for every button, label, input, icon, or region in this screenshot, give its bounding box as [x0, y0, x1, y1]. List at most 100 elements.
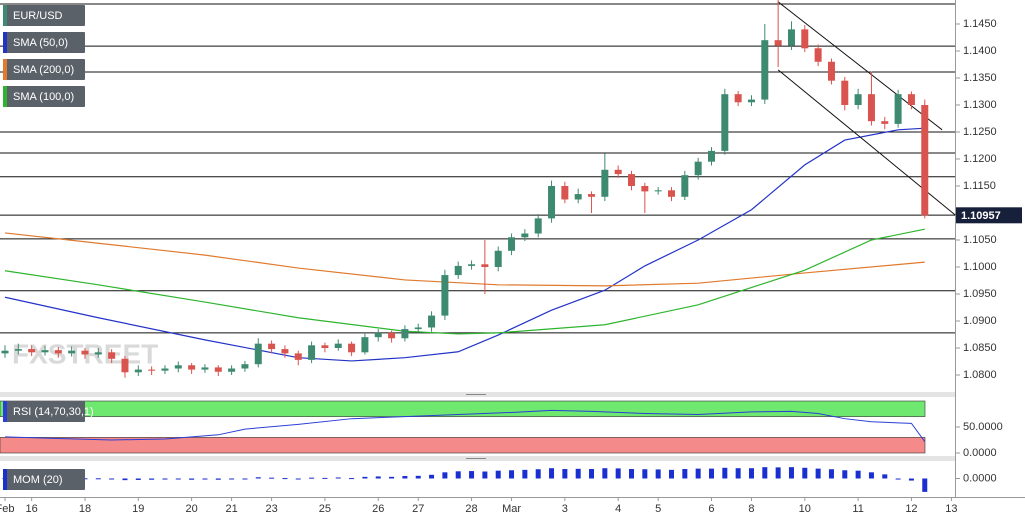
x-tick-label: Mar [502, 503, 521, 515]
candle-body [81, 350, 89, 355]
y-tick-label: 1.0800 [963, 369, 997, 381]
x-tick-label: 13 [945, 503, 957, 515]
rsi-band [0, 400, 926, 417]
mom-bar [269, 477, 275, 479]
candle-body [281, 349, 289, 354]
legend-label: SMA (200,0) [13, 64, 74, 76]
mom-bar [828, 469, 834, 479]
candle-body [148, 369, 156, 371]
candle-body [308, 345, 316, 360]
candle-body [401, 329, 409, 339]
mom-bar [522, 469, 528, 479]
legend-swatch [3, 32, 7, 53]
candle-body [641, 185, 649, 192]
legend-label: SMA (100,0) [13, 91, 74, 103]
candle-body [548, 185, 556, 219]
legend-label: MOM (20) [13, 474, 63, 486]
candle-body [254, 343, 262, 365]
mom-bar [322, 477, 328, 479]
legend-swatch [3, 86, 7, 107]
mom-bar [589, 469, 595, 479]
x-tick-label: 28 [465, 503, 477, 515]
candle-body [574, 194, 582, 200]
x-tick-label: 3 [562, 503, 568, 515]
rsi-band [0, 437, 926, 454]
legend-label: EUR/USD [13, 10, 63, 22]
mom-bar [509, 470, 515, 479]
price-label: 1.10957 [961, 210, 1001, 222]
candle-body [534, 218, 542, 234]
candle-body [601, 169, 609, 197]
mom-bar [708, 468, 714, 479]
x-tick-label: 19 [132, 503, 144, 515]
mom-bar [549, 468, 555, 479]
candle-body [161, 368, 169, 371]
mom-bar [842, 470, 848, 479]
mom-bar [149, 478, 155, 480]
mom-bar [748, 468, 754, 479]
mom-bar [495, 470, 501, 479]
y-tick-label: 1.1300 [963, 99, 997, 111]
y-tick-label: 1.1050 [963, 234, 997, 246]
rsi-line [4, 409, 926, 442]
candle-body [827, 61, 835, 81]
mom-bar [162, 478, 168, 480]
mom-bar [642, 469, 648, 479]
mom-bar [669, 469, 674, 479]
y-tick-label: 0.0000 [963, 447, 997, 459]
candle-body [201, 367, 209, 370]
candle-body [774, 40, 782, 46]
candle-body [628, 174, 636, 186]
legend-entry: SMA (100,0) [3, 86, 85, 107]
mom-bar [282, 478, 288, 480]
candle-body [54, 350, 62, 354]
y-tick-label: 1.1150 [963, 180, 996, 192]
legend-swatch [3, 401, 7, 422]
legend-box [3, 401, 85, 422]
candle-body [294, 353, 302, 360]
legend-box [3, 5, 85, 26]
legend-entry: RSI (14,70,30,1) [3, 401, 94, 422]
x-tick-label: 4 [615, 503, 621, 515]
legend-entry: EUR/USD [3, 5, 85, 26]
sma-line [4, 127, 925, 362]
candle-body [94, 352, 102, 355]
x-tick-label: 11 [852, 503, 863, 515]
mom-bar [215, 478, 221, 480]
candle-body [614, 169, 622, 175]
legend-box [3, 32, 85, 53]
mom-bar [482, 471, 488, 479]
mom-bar [908, 478, 914, 481]
legend-box [3, 86, 85, 107]
trend-line [777, 1, 943, 131]
mom-bar [109, 478, 115, 480]
candle-body [121, 358, 129, 373]
legend-label: RSI (14,70,30,1) [13, 406, 94, 418]
y-tick-label: 1.0850 [963, 342, 997, 354]
mom-bar [722, 467, 728, 479]
mom-bar [455, 471, 461, 479]
candle-body [68, 350, 76, 354]
x-tick-label: 6 [708, 503, 714, 515]
candle-body [388, 332, 396, 339]
mom-bar [135, 478, 141, 480]
candle-body [921, 104, 929, 216]
candle-body [361, 337, 369, 353]
mom-bar [882, 474, 888, 479]
candle-body [134, 369, 142, 373]
candle-body [374, 332, 382, 338]
mom-bar [429, 474, 435, 479]
mom-bar [389, 476, 395, 479]
candle-body [414, 327, 422, 330]
mom-bar [615, 468, 621, 479]
mom-bar [469, 471, 475, 479]
mom-bar [922, 478, 928, 492]
candle-body [441, 275, 449, 316]
candle-body [654, 190, 662, 192]
y-tick-label: 1.0900 [963, 315, 997, 327]
candle-body [841, 80, 849, 105]
mom-bar [695, 468, 701, 479]
y-tick-label: 1.1000 [963, 261, 997, 273]
